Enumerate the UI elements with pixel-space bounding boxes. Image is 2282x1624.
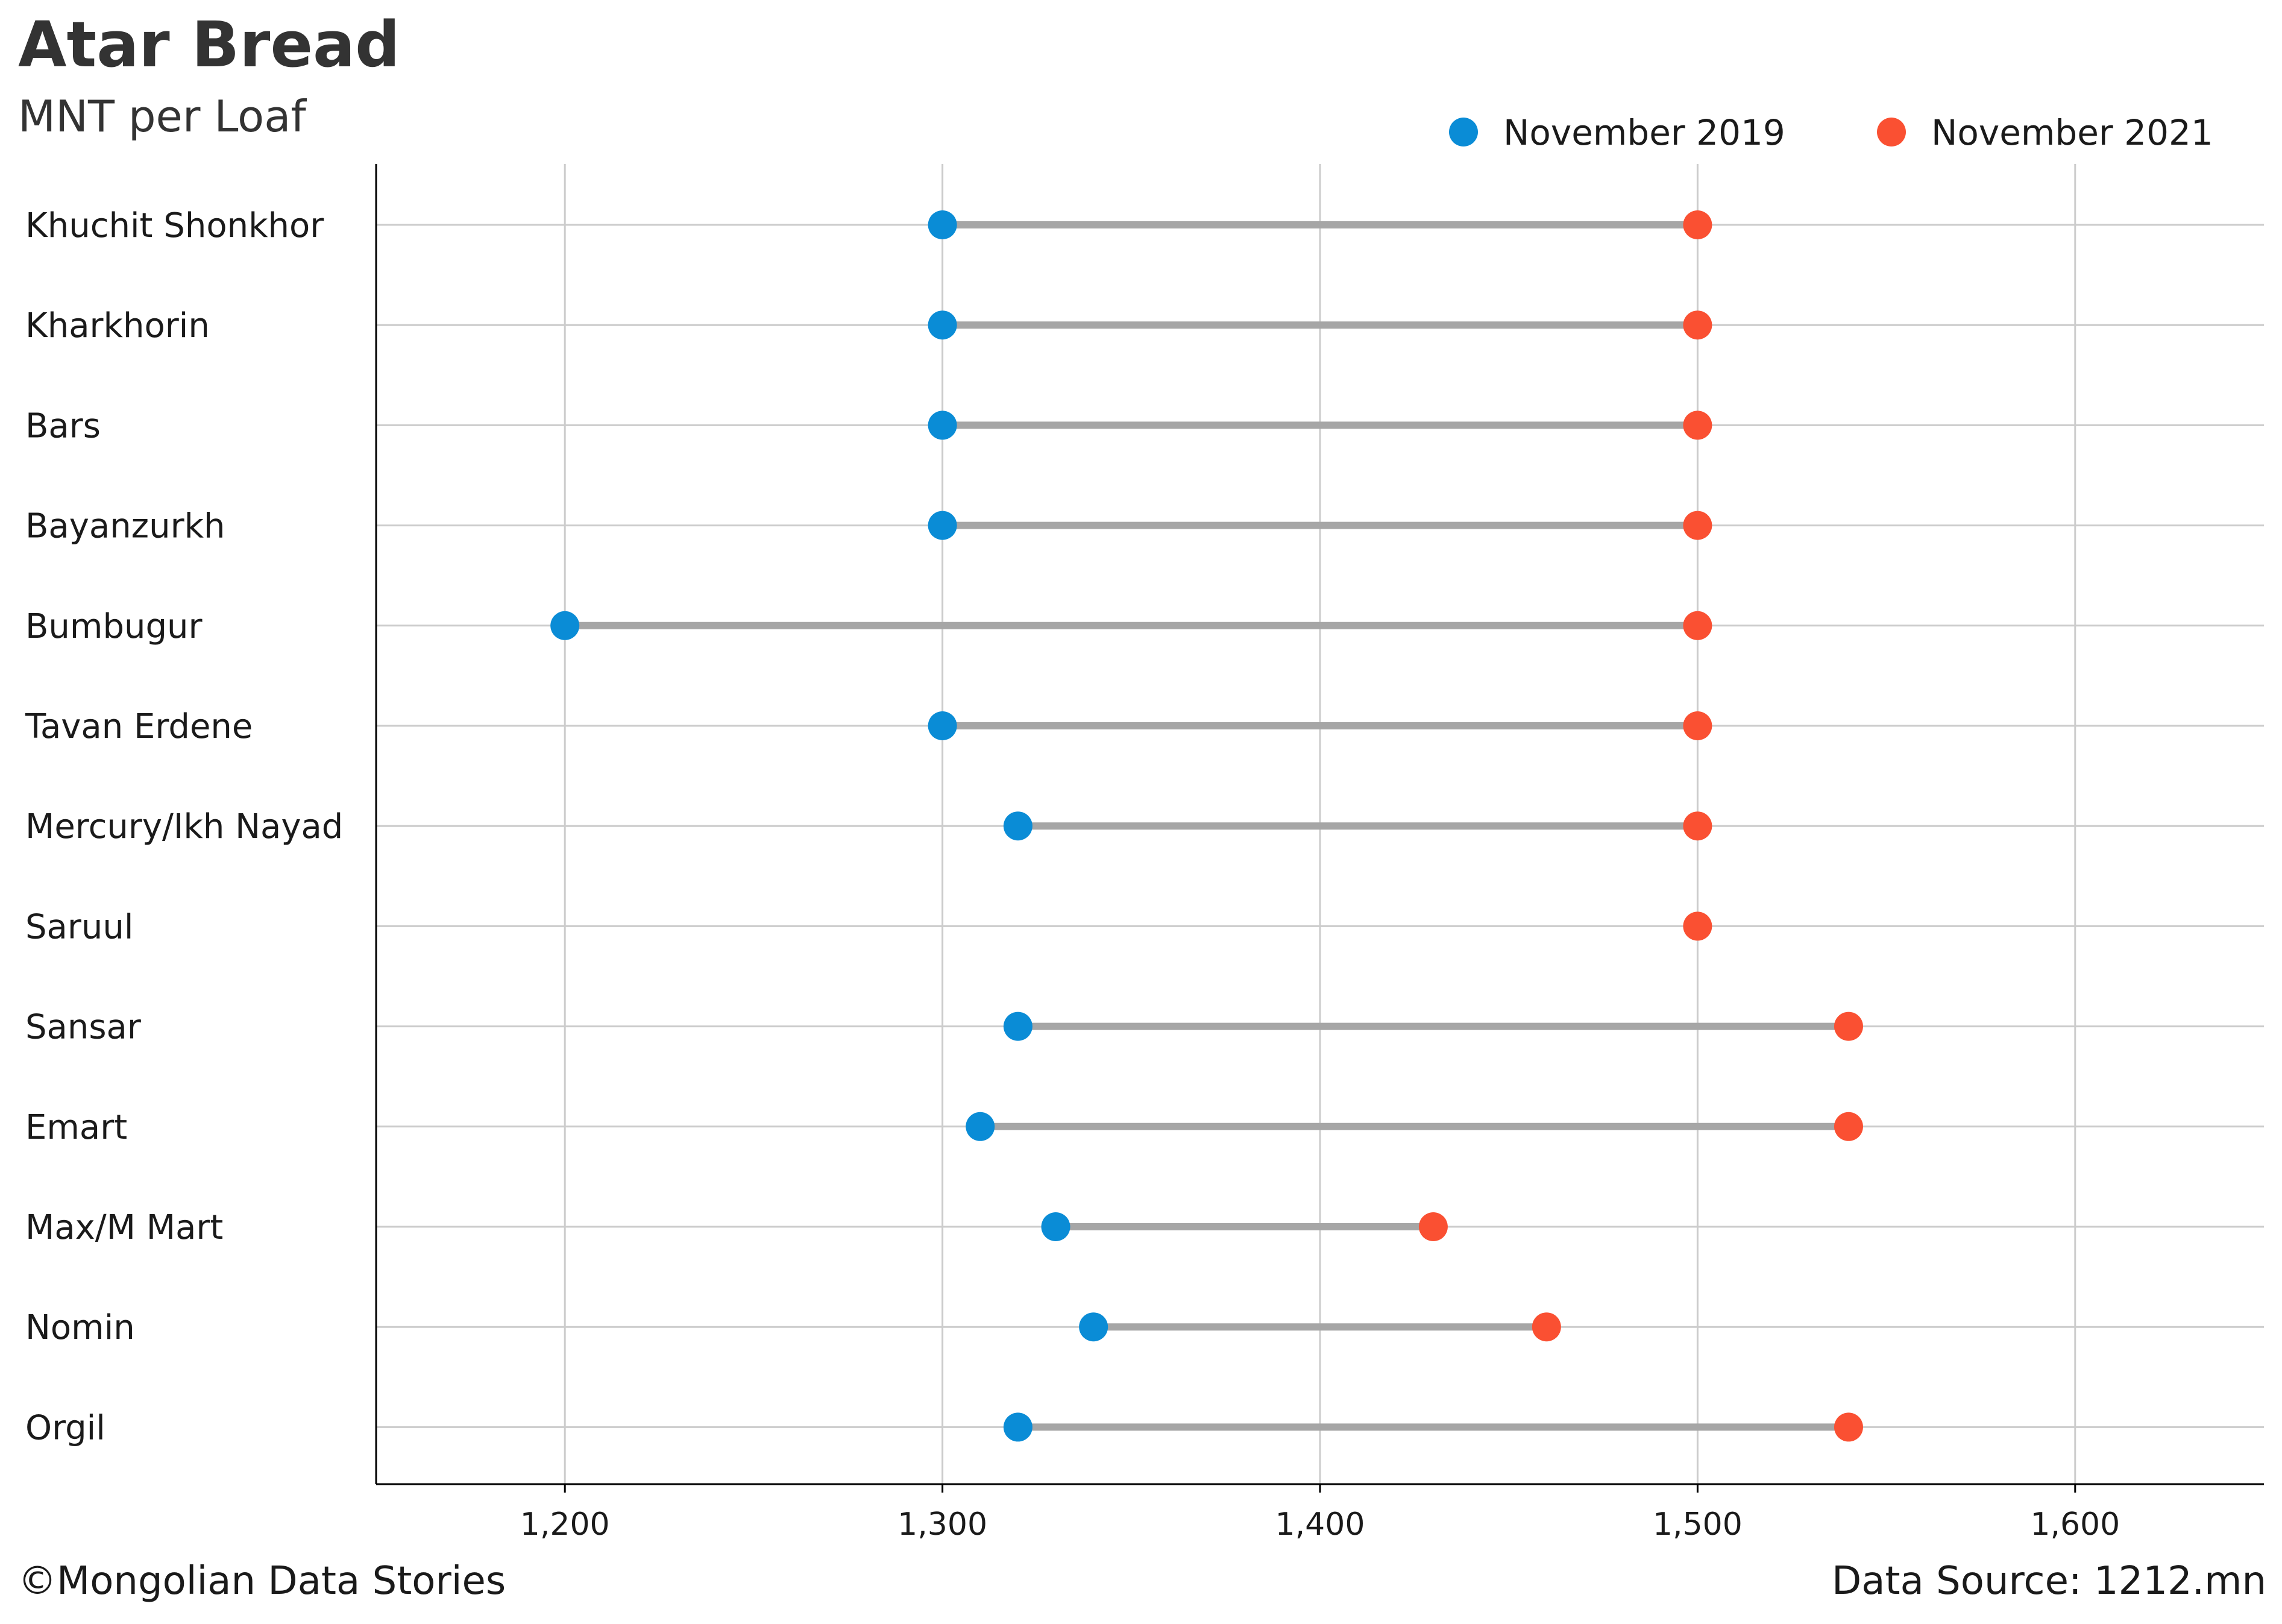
point-2021 bbox=[1683, 711, 1712, 740]
connector-layer bbox=[565, 221, 1849, 1431]
label-layer: 1,200 1,300 1,400 1,500 1,600 Khuchit Shonkho… bbox=[25, 206, 2120, 1543]
point-2019 bbox=[928, 511, 957, 540]
point-2021 bbox=[1683, 911, 1712, 941]
point-2019 bbox=[928, 210, 957, 239]
point-2021 bbox=[1683, 210, 1712, 239]
point-2021 bbox=[1683, 611, 1712, 640]
point-2021 bbox=[1683, 811, 1712, 841]
category-label: Khuchit Shonkhor bbox=[25, 206, 324, 245]
chart-title: Atar Bread bbox=[18, 8, 400, 81]
category-label: Orgil bbox=[25, 1408, 105, 1447]
legend: November 2019 November 2021 bbox=[1449, 112, 2213, 153]
legend-item-2019: November 2019 bbox=[1449, 112, 1785, 153]
legend-label: November 2019 bbox=[1503, 112, 1785, 153]
point-2019 bbox=[928, 310, 957, 340]
point-2019 bbox=[928, 711, 957, 740]
point-2021 bbox=[1683, 411, 1712, 440]
x-tick-label: 1,500 bbox=[1653, 1506, 1743, 1543]
legend-item-2021: November 2021 bbox=[1877, 112, 2213, 153]
category-label: Mercury/Ikh Nayad bbox=[25, 807, 343, 846]
point-2019 bbox=[966, 1112, 995, 1141]
category-label: Kharkhorin bbox=[25, 306, 210, 345]
x-tick-label: 1,300 bbox=[897, 1506, 987, 1543]
point-2021 bbox=[1683, 310, 1712, 340]
x-tick-label: 1,600 bbox=[2030, 1506, 2120, 1543]
point-2021 bbox=[1532, 1312, 1561, 1342]
point-2019 bbox=[1003, 1412, 1033, 1442]
point-2019 bbox=[1079, 1312, 1108, 1342]
category-label: Bumbugur bbox=[25, 607, 203, 646]
x-tick-label: 1,400 bbox=[1275, 1506, 1365, 1543]
legend-label: November 2021 bbox=[1931, 112, 2213, 153]
x-tick-label: 1,200 bbox=[520, 1506, 610, 1543]
point-2019 bbox=[1003, 1012, 1033, 1041]
category-label: Saruul bbox=[25, 907, 133, 946]
point-2019 bbox=[928, 411, 957, 440]
point-layer bbox=[550, 210, 1863, 1442]
legend-marker bbox=[1449, 118, 1478, 146]
point-2021 bbox=[1683, 511, 1712, 540]
point-2021 bbox=[1834, 1112, 1863, 1141]
legend-marker bbox=[1877, 118, 1906, 146]
point-2019 bbox=[1003, 811, 1033, 841]
point-2019 bbox=[550, 611, 580, 640]
category-label: Emart bbox=[25, 1108, 127, 1147]
category-label: Nomin bbox=[25, 1308, 135, 1347]
chart-subtitle: MNT per Loaf bbox=[18, 91, 306, 142]
point-2019 bbox=[1041, 1212, 1070, 1241]
point-2021 bbox=[1834, 1012, 1863, 1041]
category-label: Bars bbox=[25, 406, 101, 445]
point-2021 bbox=[1834, 1412, 1863, 1442]
category-label: Sansar bbox=[25, 1008, 142, 1047]
copyright-footer: ©Mongolian Data Stories bbox=[18, 1559, 506, 1604]
axis-layer bbox=[375, 164, 2264, 1493]
point-2021 bbox=[1418, 1212, 1448, 1241]
category-label: Max/M Mart bbox=[25, 1208, 223, 1247]
data-source-footer: Data Source: 1212.mn bbox=[1832, 1559, 2266, 1604]
category-label: Tavan Erdene bbox=[25, 707, 253, 746]
category-label: Bayanzurkh bbox=[25, 507, 225, 546]
